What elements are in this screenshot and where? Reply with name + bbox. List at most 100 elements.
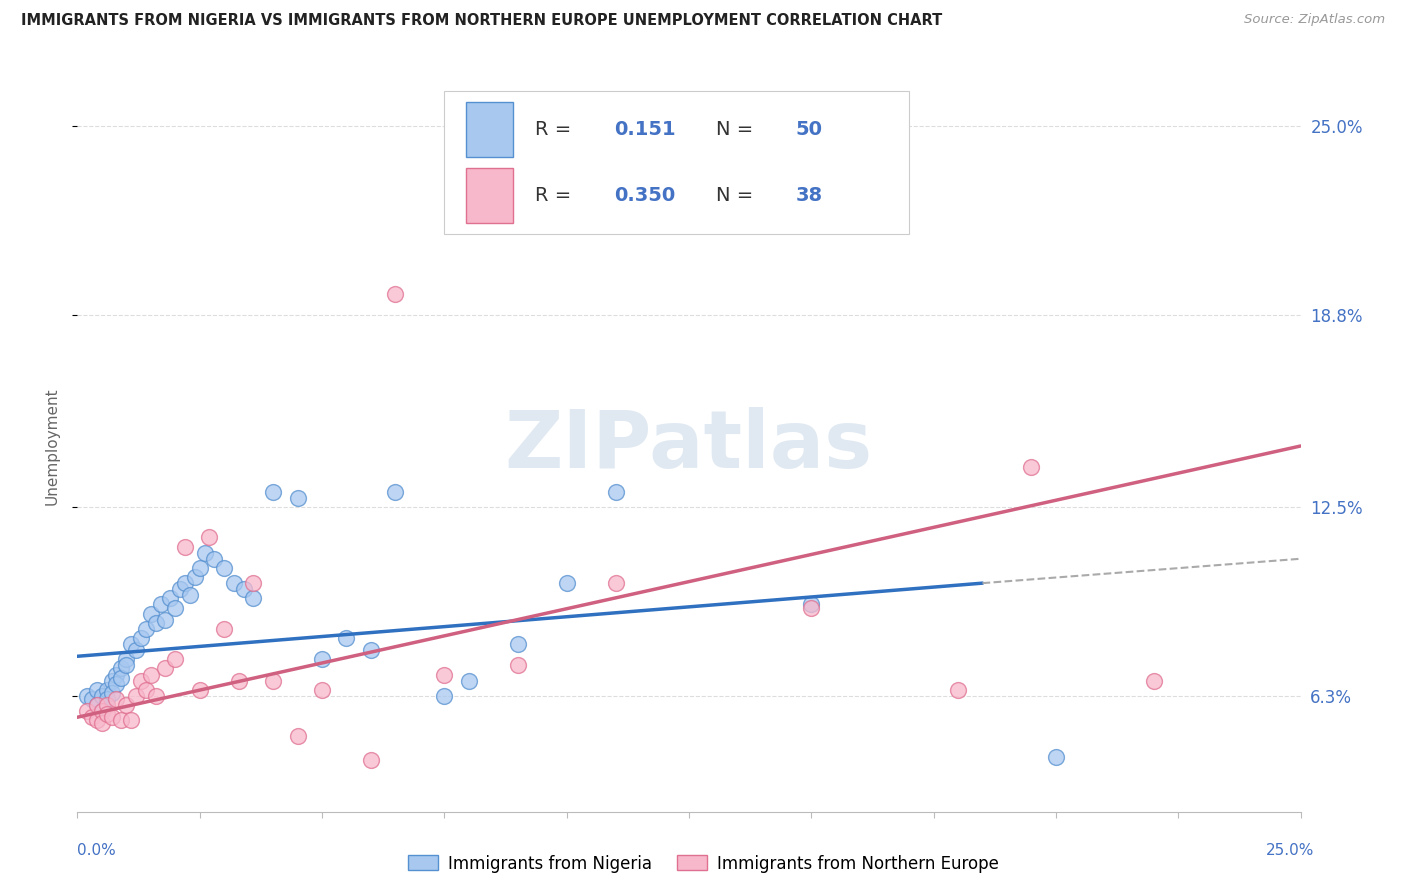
Point (115, 698, 138, 712)
Point (222, 576, 245, 591)
Point (232, 582, 254, 597)
Point (129, 631, 152, 645)
Point (110, 714, 132, 728)
Point (184, 570, 207, 584)
Point (262, 484, 284, 499)
Point (86, 698, 108, 712)
Point (198, 530, 221, 544)
Point (110, 661, 132, 675)
Point (149, 598, 172, 612)
Point (90, 716, 112, 731)
Point (188, 561, 211, 575)
Point (242, 591, 264, 606)
Text: R =: R = (534, 120, 571, 139)
Point (96, 698, 118, 712)
Text: 0.151: 0.151 (614, 120, 676, 139)
Point (228, 673, 250, 688)
Point (433, 689, 456, 703)
Point (120, 637, 142, 651)
Point (433, 667, 456, 681)
Point (76, 704, 98, 718)
Point (335, 631, 357, 645)
Text: Source: ZipAtlas.com: Source: ZipAtlas.com (1244, 13, 1385, 27)
Text: 25.0%: 25.0% (1267, 843, 1315, 858)
Point (202, 551, 225, 566)
Point (311, 652, 333, 666)
Point (605, 484, 627, 499)
Text: 38: 38 (796, 186, 823, 205)
Point (86, 682, 108, 697)
Point (169, 582, 191, 597)
Point (1143, 673, 1166, 688)
Point (946, 682, 969, 697)
Point (155, 613, 177, 627)
Legend: Immigrants from Nigeria, Immigrants from Northern Europe: Immigrants from Nigeria, Immigrants from… (401, 848, 1005, 880)
Text: IMMIGRANTS FROM NIGERIA VS IMMIGRANTS FROM NORTHERN EUROPE UNEMPLOYMENT CORRELAT: IMMIGRANTS FROM NIGERIA VS IMMIGRANTS FR… (21, 13, 942, 29)
Text: N =: N = (716, 186, 754, 205)
Point (86, 714, 108, 728)
Point (135, 622, 157, 636)
FancyBboxPatch shape (444, 91, 910, 234)
Point (129, 673, 152, 688)
Point (105, 667, 128, 681)
Point (287, 491, 309, 505)
Point (165, 600, 187, 615)
Point (115, 652, 138, 666)
Point (188, 682, 211, 697)
Point (76, 689, 98, 703)
Point (1045, 749, 1067, 764)
Point (115, 658, 138, 673)
Text: 0.350: 0.350 (614, 186, 675, 205)
Point (135, 682, 157, 697)
Point (105, 676, 128, 690)
Point (145, 615, 167, 630)
Point (605, 576, 627, 591)
Point (100, 686, 122, 700)
Point (179, 588, 201, 602)
Point (384, 484, 406, 499)
Point (193, 546, 215, 560)
Point (105, 692, 128, 706)
Y-axis label: Unemployment: Unemployment (44, 387, 59, 505)
Text: 50: 50 (796, 120, 823, 139)
Point (80, 710, 103, 724)
Point (145, 689, 167, 703)
Point (90, 704, 112, 718)
Bar (467, 103, 513, 157)
Point (120, 714, 142, 728)
Point (165, 652, 187, 666)
Point (506, 637, 529, 651)
Point (96, 707, 118, 722)
Point (90, 704, 112, 718)
Text: 0.0%: 0.0% (77, 843, 117, 858)
Point (80, 692, 103, 706)
Point (159, 591, 181, 606)
Point (90, 689, 112, 703)
Point (800, 598, 823, 612)
Point (174, 540, 197, 554)
Point (96, 692, 118, 706)
Point (100, 673, 122, 688)
Point (139, 667, 162, 681)
Point (212, 622, 235, 636)
Point (800, 600, 823, 615)
Point (384, 286, 406, 301)
Point (457, 673, 479, 688)
Point (555, 576, 578, 591)
Point (360, 753, 382, 767)
Point (506, 658, 529, 673)
Point (96, 682, 118, 697)
Point (86, 698, 108, 712)
Point (155, 661, 177, 675)
Text: N =: N = (716, 120, 754, 139)
Point (110, 671, 132, 685)
Point (1021, 460, 1043, 475)
Point (125, 643, 148, 657)
Point (139, 607, 162, 621)
Point (311, 682, 333, 697)
Point (174, 576, 197, 591)
Point (262, 673, 284, 688)
Text: ZIPatlas: ZIPatlas (505, 407, 873, 485)
Point (100, 710, 122, 724)
Point (125, 689, 148, 703)
